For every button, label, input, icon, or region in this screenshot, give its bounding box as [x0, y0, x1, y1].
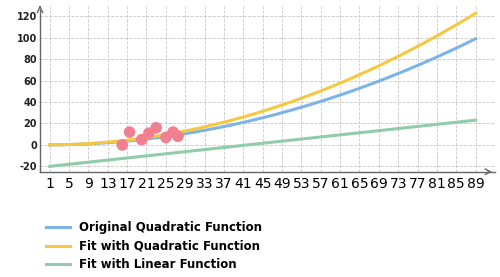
Point	[152, 125, 160, 130]
Point	[169, 130, 177, 134]
Fit with Quadratic Function	[46, 143, 52, 147]
Original Quadratic Function	[46, 143, 52, 147]
Original Quadratic Function	[298, 106, 304, 109]
Fit with Linear Function	[472, 119, 478, 122]
Fit with Linear Function	[240, 144, 246, 147]
Original Quadratic Function	[240, 121, 246, 124]
Point	[162, 135, 170, 140]
Fit with Linear Function	[46, 165, 52, 168]
Fit with Quadratic Function	[298, 97, 304, 100]
Point	[126, 130, 134, 134]
Line: Fit with Linear Function: Fit with Linear Function	[50, 120, 476, 166]
Point	[145, 131, 153, 135]
Fit with Linear Function	[331, 134, 337, 137]
Fit with Quadratic Function	[331, 84, 337, 87]
Line: Fit with Quadratic Function: Fit with Quadratic Function	[50, 13, 476, 145]
Original Quadratic Function	[331, 95, 337, 99]
Original Quadratic Function	[122, 140, 128, 143]
Original Quadratic Function	[156, 136, 162, 139]
Line: Original Quadratic Function: Original Quadratic Function	[50, 39, 476, 145]
Point	[138, 137, 145, 142]
Original Quadratic Function	[368, 83, 374, 86]
Fit with Linear Function	[298, 137, 304, 141]
Point	[118, 143, 126, 147]
Original Quadratic Function	[472, 37, 478, 40]
Point	[174, 134, 182, 138]
Fit with Quadratic Function	[472, 12, 478, 15]
Fit with Quadratic Function	[156, 134, 162, 137]
Fit with Quadratic Function	[368, 68, 374, 71]
Fit with Quadratic Function	[240, 116, 246, 119]
Fit with Linear Function	[368, 130, 374, 133]
Fit with Quadratic Function	[122, 139, 128, 142]
Fit with Linear Function	[122, 157, 128, 160]
Legend: Original Quadratic Function, Fit with Quadratic Function, Fit with Linear Functi: Original Quadratic Function, Fit with Qu…	[46, 222, 262, 271]
Fit with Linear Function	[156, 153, 162, 156]
